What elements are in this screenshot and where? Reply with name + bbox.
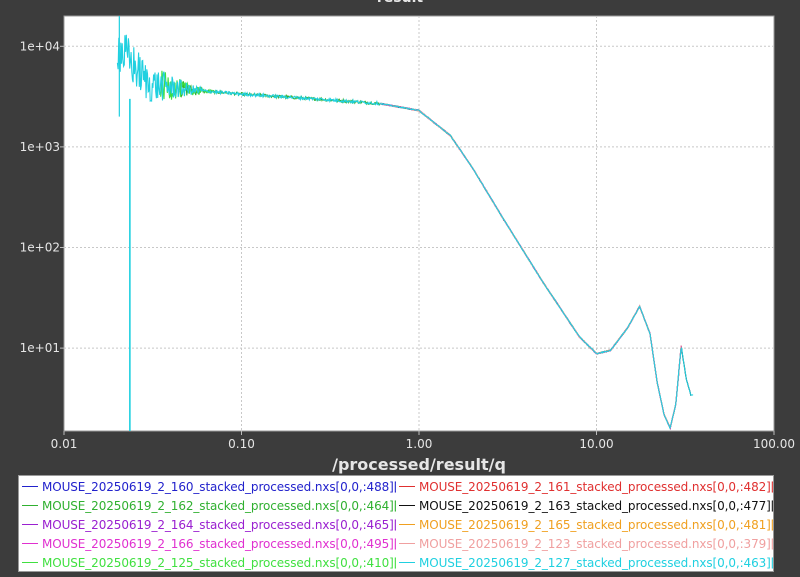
x-axis-ticks: 0.01 0.10 1.00 10.00 100.00 (51, 431, 795, 451)
series-lines (116, 16, 694, 431)
x-axis-label: /processed/result/q (332, 455, 506, 474)
legend-label: MOUSE_20250619_2_123_stacked_processed.n… (419, 536, 773, 551)
legend-swatch (22, 562, 38, 563)
legend-item[interactable]: MOUSE_20250619_2_160_stacked_processed.n… (19, 477, 396, 496)
legend-item[interactable]: MOUSE_20250619_2_166_stacked_processed.n… (19, 534, 396, 553)
legend-item[interactable]: MOUSE_20250619_2_162_stacked_processed.n… (19, 496, 396, 515)
legend-item[interactable]: MOUSE_20250619_2_123_stacked_processed.n… (396, 534, 773, 553)
legend-item[interactable]: MOUSE_20250619_2_163_stacked_processed.n… (396, 496, 773, 515)
x-tick-label: 10.00 (579, 437, 613, 451)
y-tick-label: 1e+03 (20, 140, 60, 154)
legend-label: MOUSE_20250619_2_160_stacked_processed.n… (42, 479, 396, 494)
legend-swatch (399, 486, 415, 487)
x-tick-label: 1.00 (406, 437, 433, 451)
legend-item[interactable]: MOUSE_20250619_2_125_stacked_processed.n… (19, 553, 396, 571)
legend-item[interactable]: MOUSE_20250619_2_127_stacked_processed.n… (396, 553, 773, 571)
legend-label: MOUSE_20250619_2_166_stacked_processed.n… (42, 536, 396, 551)
legend-label: MOUSE_20250619_2_165_stacked_processed.n… (419, 517, 773, 532)
legend-item[interactable]: MOUSE_20250619_2_164_stacked_processed.n… (19, 515, 396, 534)
chart-title: result (377, 0, 423, 6)
legend-item[interactable]: MOUSE_20250619_2_165_stacked_processed.n… (396, 515, 773, 534)
y-tick-label: 1e+02 (20, 241, 60, 255)
legend-swatch (399, 524, 415, 525)
x-tick-label: 0.10 (228, 437, 255, 451)
legend-swatch (399, 505, 415, 506)
legend[interactable]: MOUSE_20250619_2_160_stacked_processed.n… (18, 475, 774, 572)
legend-swatch (22, 486, 38, 487)
legend-label: MOUSE_20250619_2_127_stacked_processed.n… (419, 555, 773, 570)
x-tick-label: 0.01 (51, 437, 78, 451)
series-line (160, 70, 215, 100)
legend-label: MOUSE_20250619_2_125_stacked_processed.n… (42, 555, 396, 570)
y-tick-label: 1e+01 (20, 341, 60, 355)
legend-label: MOUSE_20250619_2_163_stacked_processed.n… (419, 498, 773, 513)
grid (64, 16, 774, 431)
legend-label: MOUSE_20250619_2_164_stacked_processed.n… (42, 517, 396, 532)
legend-swatch (22, 524, 38, 525)
legend-swatch (399, 562, 415, 563)
y-axis-ticks: 1e+01 1e+02 1e+03 1e+04 (20, 39, 64, 355)
legend-swatch (22, 543, 38, 544)
legend-label: MOUSE_20250619_2_161_stacked_processed.n… (419, 479, 773, 494)
legend-swatch (22, 505, 38, 506)
legend-label: MOUSE_20250619_2_162_stacked_processed.n… (42, 498, 396, 513)
legend-swatch (399, 543, 415, 544)
y-tick-label: 1e+04 (20, 39, 60, 53)
series-line (116, 34, 694, 430)
x-tick-label: 100.00 (753, 437, 795, 451)
legend-item[interactable]: MOUSE_20250619_2_161_stacked_processed.n… (396, 477, 773, 496)
